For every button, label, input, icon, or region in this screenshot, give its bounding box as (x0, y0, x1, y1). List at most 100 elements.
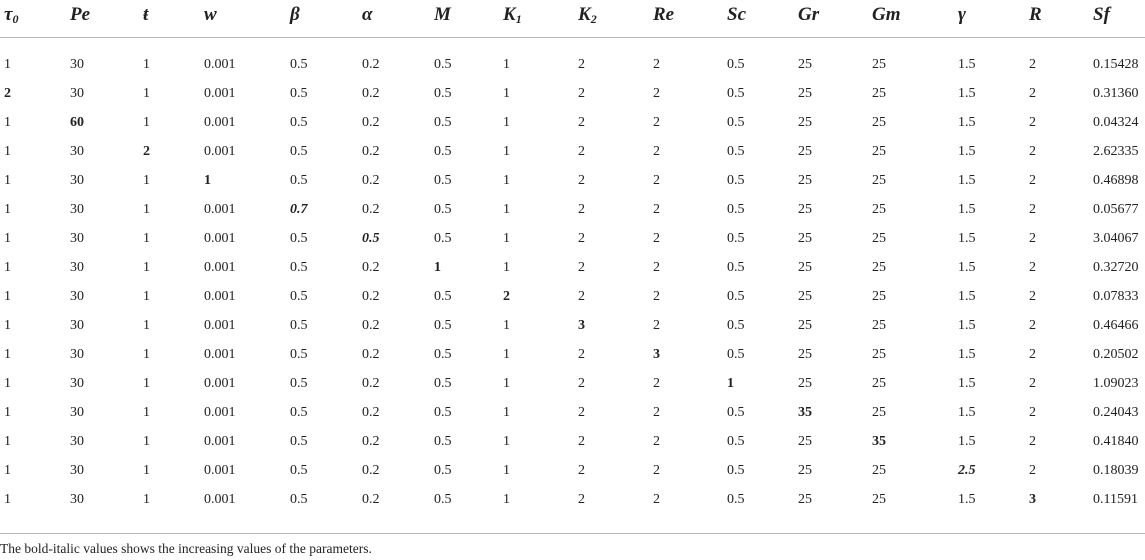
table-cell: 0.31360 (1093, 86, 1139, 101)
table-cell: 30 (70, 173, 84, 188)
column-header: M (434, 2, 451, 28)
table-cell: 2 (503, 289, 510, 304)
table-cell: 1 (143, 289, 150, 304)
column-header: Sf (1093, 2, 1110, 28)
table-cell: 1 (503, 57, 510, 72)
table-cell: 25 (798, 376, 812, 391)
table-cell: 0.2 (362, 492, 380, 507)
table-cell: 0.5 (290, 376, 308, 391)
table-cell: 0.2 (362, 347, 380, 362)
table-cell: 0.5 (290, 318, 308, 333)
column-header: Sc (727, 2, 746, 28)
column-header-symbol: K (503, 4, 516, 25)
column-header: R (1029, 2, 1042, 28)
table-cell: 25 (872, 173, 886, 188)
table-cell: 1.5 (958, 347, 976, 362)
column-header-symbol: Sc (727, 4, 746, 25)
table-cell: 30 (70, 202, 84, 217)
table-cell: 25 (798, 144, 812, 159)
column-header-symbol: Pe (70, 4, 91, 25)
table-cell: 1 (503, 173, 510, 188)
table-cell: 2 (653, 376, 660, 391)
table-cell: 2 (578, 115, 585, 130)
table-cell: 1 (4, 173, 11, 188)
table-cell: 1 (503, 318, 510, 333)
table-cell: 2 (653, 463, 660, 478)
table-cell: 25 (798, 492, 812, 507)
table-cell: 2 (1029, 115, 1036, 130)
table-cell: 0.5 (434, 434, 452, 449)
table-cell: 0.5 (727, 115, 745, 130)
table-cell: 0.2 (362, 405, 380, 420)
table-cell: 2 (1029, 86, 1036, 101)
column-header: Gm (872, 2, 901, 28)
table-cell: 2 (653, 434, 660, 449)
table-cell: 25 (798, 202, 812, 217)
table-cell: 30 (70, 463, 84, 478)
table-cell: 0.5 (727, 173, 745, 188)
table-cell: 2 (653, 115, 660, 130)
table-cell: 2 (578, 463, 585, 478)
table-cell: 0.5 (727, 347, 745, 362)
column-header-symbol: ŧ (143, 4, 149, 25)
table-cell: 0.20502 (1093, 347, 1139, 362)
table-cell: 1 (143, 260, 150, 275)
table-cell: 0.5 (434, 492, 452, 507)
table-cell: 1 (143, 376, 150, 391)
table-cell: 2 (653, 405, 660, 420)
table-cell: 0.5 (434, 173, 452, 188)
table-cell: 25 (872, 57, 886, 72)
table-cell: 0.5 (434, 57, 452, 72)
table-cell: 1 (503, 347, 510, 362)
table-cell: 30 (70, 318, 84, 333)
table-cell: 0.5 (727, 231, 745, 246)
table-cell: 30 (70, 57, 84, 72)
header-divider (0, 37, 1145, 38)
column-header-symbol: τ (4, 4, 13, 25)
table-cell: 25 (798, 86, 812, 101)
table-cell: 1.5 (958, 289, 976, 304)
table-cell: 35 (798, 405, 812, 420)
table-cell: 0.5 (434, 289, 452, 304)
table-cell: 2 (1029, 202, 1036, 217)
table-cell: 0.7 (290, 202, 308, 217)
table-cell: 1 (4, 202, 11, 217)
table-cell: 0.18039 (1093, 463, 1139, 478)
table-cell: 25 (798, 463, 812, 478)
table-cell: 25 (872, 144, 886, 159)
table-cell: 25 (798, 289, 812, 304)
table-cell: 25 (798, 115, 812, 130)
table-cell: 0.5 (290, 347, 308, 362)
table-cell: 1 (143, 318, 150, 333)
table-cell: 30 (70, 376, 84, 391)
table-cell: 0.2 (362, 57, 380, 72)
table-cell: 1 (143, 347, 150, 362)
table-cell: 1 (4, 405, 11, 420)
table-cell: 1.5 (958, 86, 976, 101)
table-cell: 1 (143, 405, 150, 420)
table-cell: 0.5 (727, 289, 745, 304)
table-cell: 1 (4, 376, 11, 391)
table-cell: 1.5 (958, 231, 976, 246)
table-cell: 1.5 (958, 260, 976, 275)
table-cell: 30 (70, 289, 84, 304)
table-cell: 1 (143, 57, 150, 72)
column-header: Re (653, 2, 674, 28)
table-cell: 25 (872, 405, 886, 420)
table-cell: 0.5 (290, 57, 308, 72)
table-cell: 1.5 (958, 318, 976, 333)
table-cell: 2 (578, 202, 585, 217)
table-cell: 0.5 (290, 434, 308, 449)
table-cell: 1.5 (958, 376, 976, 391)
column-header-symbol: α (362, 4, 373, 25)
table-cell: 2 (1029, 434, 1036, 449)
table-cell: 25 (872, 347, 886, 362)
table-cell: 1 (503, 231, 510, 246)
table-cell: 1 (503, 405, 510, 420)
table-cell: 0.5 (727, 492, 745, 507)
table-cell: 2 (578, 173, 585, 188)
table-cell: 0.5 (290, 173, 308, 188)
table-cell: 60 (70, 115, 84, 130)
table-cell: 1 (4, 260, 11, 275)
table-cell: 1.5 (958, 405, 976, 420)
